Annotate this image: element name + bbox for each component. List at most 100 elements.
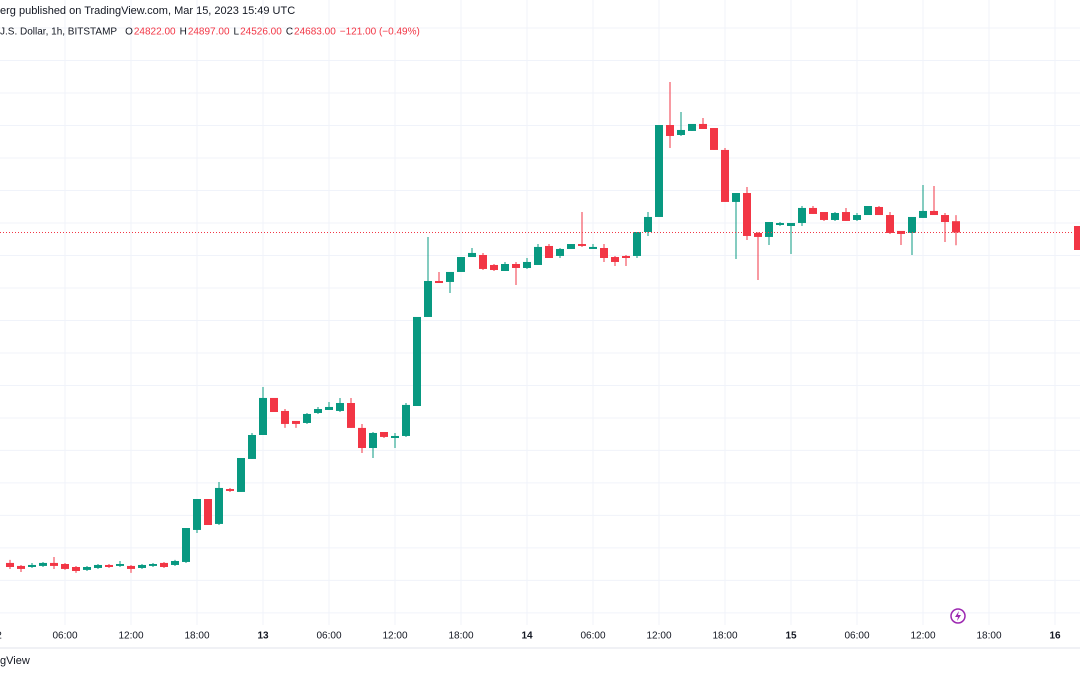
candle-body	[677, 129, 685, 136]
x-tick-label: 12:00	[382, 631, 407, 642]
x-tick-label: 06:00	[52, 631, 77, 642]
candle-body	[776, 222, 784, 226]
x-tick-label: 13	[257, 631, 269, 642]
candle-body	[325, 406, 333, 410]
candle-body	[831, 212, 839, 220]
candle-body	[666, 125, 674, 136]
x-tick-label: 16	[1049, 631, 1061, 642]
candle-body	[490, 264, 498, 271]
legend-key: C	[286, 27, 293, 38]
x-tick-label: 18:00	[448, 631, 473, 642]
candle-body	[644, 216, 652, 232]
candle-body	[479, 254, 487, 269]
x-tick-label: 15	[785, 631, 797, 642]
candle-body	[534, 246, 542, 265]
candle-body	[248, 434, 256, 459]
candle-body	[435, 280, 443, 284]
candle-body	[930, 210, 938, 216]
legend-value: 24897.00	[188, 27, 230, 38]
chart-title: erg published on TradingView.com, Mar 15…	[0, 5, 295, 17]
candle-body	[193, 499, 201, 530]
legend-value: 24526.00	[240, 27, 282, 38]
candle-body	[72, 567, 80, 571]
x-tick-label: 12:00	[646, 631, 671, 642]
candle-body	[523, 261, 531, 268]
candle-body	[391, 435, 399, 439]
legend-value: 24822.00	[134, 27, 176, 38]
legend-key: L	[234, 27, 240, 38]
candle-body	[545, 245, 553, 258]
candle-body	[864, 206, 872, 216]
x-tick-label: 12:00	[910, 631, 935, 642]
candle-body	[699, 123, 707, 129]
candle-body	[292, 420, 300, 424]
candle-body	[160, 562, 168, 568]
chart-subtitle: J.S. Dollar, 1h, BITSTAMP	[0, 27, 117, 38]
candle-body	[402, 404, 410, 436]
candle-body	[457, 257, 465, 272]
candles	[0, 81, 1074, 573]
candle-body	[182, 528, 190, 562]
candle-body	[369, 432, 377, 448]
candle-body	[226, 489, 234, 491]
candle-body	[589, 246, 597, 249]
candle-body	[743, 193, 751, 236]
x-tick-label: 2	[0, 631, 2, 642]
x-tick-label: 06:00	[844, 631, 869, 642]
candle-body	[501, 264, 509, 271]
candle-body	[688, 123, 696, 131]
legend-key: O	[125, 27, 133, 38]
candle-body	[556, 248, 564, 256]
candle-body	[380, 431, 388, 437]
candle-body	[314, 409, 322, 413]
watermark: gView	[0, 655, 30, 667]
candle-body	[61, 563, 69, 569]
candle-body	[281, 410, 289, 424]
candle-body	[842, 212, 850, 221]
legend-change: −121.00 (−0.49%)	[340, 27, 420, 38]
candle-body	[347, 402, 355, 428]
candle-body	[886, 215, 894, 233]
candle-body	[17, 565, 25, 569]
candle-body	[94, 564, 102, 568]
candle-body	[50, 562, 58, 566]
candle-body	[919, 210, 927, 218]
candle-body	[215, 487, 223, 524]
candle-body	[413, 316, 421, 406]
candle-body	[809, 207, 817, 214]
candle-body	[721, 149, 729, 202]
candle-body	[567, 244, 575, 249]
x-tick-label: 18:00	[184, 631, 209, 642]
candle-body	[171, 560, 179, 565]
candle-body	[732, 193, 740, 202]
candle-body	[105, 564, 113, 568]
candle-body	[138, 564, 146, 568]
candle-body	[853, 215, 861, 220]
x-tick-label: 18:00	[712, 631, 737, 642]
candle-body	[127, 565, 135, 569]
candle-body	[468, 252, 476, 258]
candle-body	[424, 280, 432, 317]
candle-body	[270, 397, 278, 413]
candle-body	[600, 248, 608, 258]
candle-body	[303, 413, 311, 423]
candle-body	[622, 255, 630, 258]
candle-body	[633, 231, 641, 256]
candle-body	[798, 207, 806, 223]
candle-body	[820, 212, 828, 220]
candle-body	[512, 264, 520, 268]
candle-body	[578, 244, 586, 246]
candle-body	[28, 564, 36, 568]
legend-value: 24683.00	[294, 27, 336, 38]
candle-body	[204, 499, 212, 526]
candle-body	[875, 206, 883, 216]
x-tick-label: 06:00	[580, 631, 605, 642]
x-tick-label: 06:00	[316, 631, 341, 642]
x-tick-label: 12:00	[118, 631, 143, 642]
candle-body	[336, 402, 344, 411]
price-tag	[1074, 226, 1080, 250]
candle-body	[446, 271, 454, 282]
candle-body	[655, 125, 663, 217]
candle-body	[611, 257, 619, 262]
